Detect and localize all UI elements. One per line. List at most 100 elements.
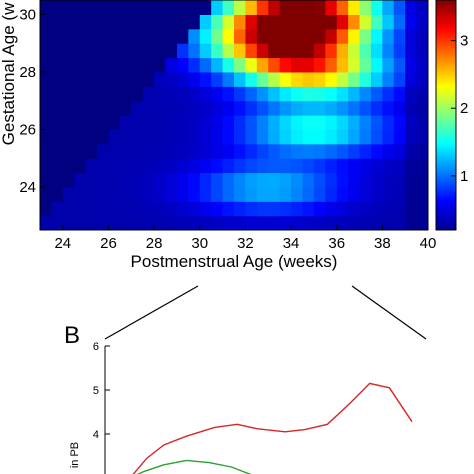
heatmap-cell	[62, 115, 75, 130]
heatmap-cell	[359, 158, 372, 174]
heatmap-cell	[142, 129, 155, 145]
heatmap-cell	[359, 215, 372, 230]
heatmap-cell	[154, 172, 167, 188]
heatmap-cell	[393, 201, 406, 217]
heatmap-cell	[222, 43, 235, 59]
heatmap-x-axis-label: Postmenstrual Age (weeks)	[131, 252, 338, 271]
zoom-connector-left	[104, 285, 199, 340]
heatmap-cell	[211, 57, 224, 73]
heatmap-cell	[234, 186, 247, 202]
heatmap-cell	[348, 57, 361, 73]
heatmap-cell	[256, 28, 269, 44]
heatmap-cell	[108, 201, 121, 217]
heatmap-cell	[359, 14, 372, 30]
heatmap-cell	[188, 158, 201, 174]
heatmap-cell	[370, 14, 383, 30]
heatmap-cell	[74, 172, 87, 188]
heatmap-cell	[245, 186, 258, 202]
heatmap-cell	[165, 186, 178, 202]
heatmap-cell	[393, 143, 406, 159]
heatmap-cell	[245, 28, 258, 44]
heatmap-cell	[165, 115, 178, 130]
heatmap-cell	[291, 215, 304, 230]
heatmap-cell	[416, 129, 428, 145]
heatmap-cell	[222, 100, 235, 116]
heatmap-cell	[393, 14, 406, 30]
heatmap-cell	[119, 28, 132, 44]
heatmap-cell	[302, 71, 315, 87]
heatmap-cell	[131, 100, 144, 116]
heatmap-cell	[199, 172, 212, 188]
heatmap-cell	[325, 86, 338, 102]
x-tick-label: 28	[146, 235, 163, 252]
heatmap-cell	[291, 28, 304, 44]
heatmap-cell	[211, 100, 224, 116]
heatmap-cell	[234, 71, 247, 87]
heatmap-cell	[62, 215, 75, 230]
heatmap-cell	[268, 57, 281, 73]
heatmap-cell	[325, 158, 338, 174]
heatmap-cell	[85, 71, 98, 87]
heatmap-cell	[416, 143, 428, 159]
heatmap-cell	[302, 215, 315, 230]
heatmap-cell	[256, 172, 269, 188]
heatmap-cell	[154, 0, 167, 15]
heatmap-cell	[416, 57, 428, 73]
heatmap-cell	[119, 215, 132, 230]
heatmap-cell	[199, 115, 212, 130]
heatmap-cell	[313, 143, 326, 159]
heatmap-cell	[279, 201, 292, 217]
heatmap-cell	[416, 115, 428, 130]
heatmap-cell	[325, 186, 338, 202]
heatmap-cell	[405, 158, 418, 174]
heatmap-cell	[51, 0, 64, 15]
heatmap-cell	[142, 186, 155, 202]
heatmap-cell	[165, 57, 178, 73]
heatmap-cell	[131, 86, 144, 102]
heatmap-cell	[85, 158, 98, 174]
heatmap-cell	[165, 215, 178, 230]
heatmap-cell	[416, 14, 428, 30]
heatmap-cell	[85, 143, 98, 159]
heatmap-cell	[268, 158, 281, 174]
heatmap-cell	[302, 43, 315, 59]
heatmap-cell	[348, 201, 361, 217]
heatmap-cell	[40, 215, 53, 230]
y-tick-label: 28	[19, 64, 36, 81]
heatmap-cell	[222, 215, 235, 230]
heatmap-cell	[291, 172, 304, 188]
heatmap-cell	[370, 186, 383, 202]
heatmap-cell	[313, 158, 326, 174]
heatmap-cell	[279, 100, 292, 116]
heatmap-frame	[39, 0, 429, 231]
heatmap-cell	[348, 100, 361, 116]
heatmap-cell	[325, 129, 338, 145]
heatmap-cell	[51, 100, 64, 116]
heatmap-cell	[370, 28, 383, 44]
heatmap-cell	[313, 28, 326, 44]
heatmap-cell	[85, 129, 98, 145]
heatmap-cell	[382, 86, 395, 102]
heatmap-cell	[234, 215, 247, 230]
heatmap-cell	[370, 71, 383, 87]
heatmap-cell	[74, 215, 87, 230]
heatmap-cell	[222, 14, 235, 30]
heatmap-cell	[359, 129, 372, 145]
x-tick-label: 40	[420, 235, 437, 252]
heatmap-cell	[97, 57, 110, 73]
heatmap-y-ticks: 24 26 28 30	[19, 6, 45, 196]
heatmap-cell	[325, 100, 338, 116]
heatmap-cell	[382, 71, 395, 87]
heatmap-cell	[211, 115, 224, 130]
heatmap-cell	[199, 143, 212, 159]
heatmap-cell	[393, 158, 406, 174]
heatmap-cell	[348, 71, 361, 87]
heatmap-cell	[51, 158, 64, 174]
heatmap-cell	[393, 71, 406, 87]
heatmap-cell	[142, 71, 155, 87]
heatmap-cell	[416, 201, 428, 217]
heatmap-cell	[62, 186, 75, 202]
heatmap-cell	[313, 172, 326, 188]
heatmap-cell	[302, 201, 315, 217]
